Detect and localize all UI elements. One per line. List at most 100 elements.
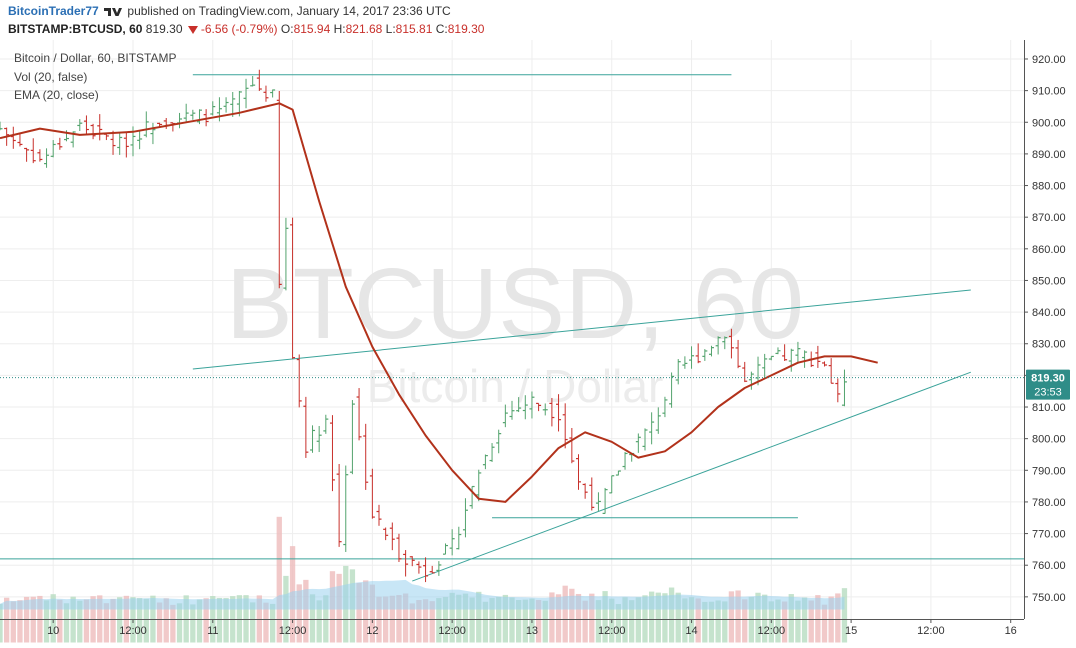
volume-bar — [835, 593, 841, 643]
time-axis[interactable]: 10 12:00 11 12:00 12 12:00 13 12:00 14 12:00 15 12:… — [0, 619, 1024, 637]
volume-bar — [808, 600, 814, 643]
volume-bar — [668, 587, 675, 643]
volume-bar — [722, 601, 728, 643]
price-axis-label: 780.00 — [1032, 497, 1066, 509]
volume-bar — [77, 600, 83, 643]
volume-bar — [841, 588, 848, 643]
high-value: 821.68 — [345, 22, 383, 36]
publish-info: BitcoinTrader77 published on TradingView… — [8, 4, 451, 18]
volume-bar — [196, 599, 203, 643]
chart-header: BitcoinTrader77 published on TradingView… — [0, 0, 1076, 40]
volume-bar — [762, 594, 768, 643]
volume-bar — [309, 594, 316, 643]
volume-bar — [243, 595, 249, 643]
price-axis-label: 920.00 — [1032, 54, 1066, 66]
volume-bar — [263, 602, 269, 643]
volume-bar — [682, 598, 688, 643]
low-value: 815.81 — [395, 22, 433, 36]
volume-bar — [256, 595, 262, 643]
volume-bar — [675, 592, 681, 643]
price-change: -6.56 (-0.79%) — [200, 22, 278, 36]
volume-bar — [190, 604, 196, 643]
volume-bar — [449, 592, 455, 643]
volume-bar — [323, 595, 329, 643]
volume-bar — [781, 601, 788, 643]
high-label: H: — [333, 22, 346, 36]
price-axis-label: 750.00 — [1032, 592, 1066, 604]
volume-bar — [110, 598, 116, 643]
time-axis-label: 13 — [526, 625, 538, 637]
price-tag-box — [1026, 369, 1070, 400]
volume-bar — [409, 603, 415, 643]
volume-bar — [702, 601, 708, 643]
watermark-description: Bitcoin / Dollar — [367, 360, 664, 412]
price-tag-countdown: 23:53 — [1034, 387, 1062, 399]
volume-bar — [396, 595, 402, 643]
volume-bar — [462, 593, 469, 643]
price-axis-label: 770.00 — [1032, 529, 1066, 541]
volume-bar — [143, 598, 149, 643]
volume-bar — [476, 591, 482, 643]
volume-bar — [236, 595, 243, 643]
volume-bar — [223, 598, 229, 643]
volume-bar — [250, 602, 256, 643]
close-value: 819.30 — [447, 22, 485, 36]
volume-bar — [170, 604, 176, 643]
time-axis-label: 12:00 — [279, 625, 307, 637]
price-tag: 819.30 23:53 — [1026, 369, 1070, 400]
price-axis-label: 790.00 — [1032, 465, 1066, 477]
volume-bar — [3, 597, 10, 643]
time-axis-label: 12:00 — [438, 625, 466, 637]
trendline — [412, 371, 971, 582]
volume-bar — [549, 592, 555, 643]
legend-volume: Vol (20, false) — [14, 70, 87, 84]
legend-ema: EMA (20, close) — [14, 88, 99, 102]
trendlines — [0, 74, 1024, 582]
price-axis-label: 830.00 — [1032, 339, 1066, 351]
volume-bar — [815, 595, 821, 643]
symbol-name: BITSTAMP:BTCUSD, 60 — [8, 22, 143, 36]
price-axis-label: 840.00 — [1032, 307, 1066, 319]
volume-ma-area — [0, 579, 845, 610]
volume-bar — [695, 598, 701, 643]
volume-bar — [276, 516, 282, 643]
volume-bar — [575, 593, 582, 643]
price-axis[interactable]: 750.00 760.00 770.00 780.00 790.00 800.00 810.… — [1024, 40, 1076, 643]
author-link[interactable]: BitcoinTrader77 — [8, 4, 99, 18]
volume-bar — [795, 600, 801, 643]
volume-bar — [735, 590, 741, 643]
price-axis-label: 910.00 — [1032, 86, 1066, 98]
volume-bar — [17, 600, 23, 643]
volume-bar — [469, 597, 475, 643]
time-axis-label: 12:00 — [598, 625, 626, 637]
volume-bar — [422, 599, 429, 643]
volume-bar — [83, 599, 90, 643]
volume-bar — [522, 599, 528, 643]
open-value: 815.94 — [293, 22, 331, 36]
time-axis-label: 15 — [845, 625, 857, 637]
price-chart[interactable]: BTCUSD, 60 Bitcoin / Dollar 750.00 760.00… — [0, 40, 1076, 643]
volume-bar — [562, 585, 568, 643]
time-axis-label: 12:00 — [119, 625, 147, 637]
volume-bar — [43, 600, 50, 643]
volume-bar — [642, 595, 648, 643]
volume-bar — [356, 582, 362, 643]
chart-legend: Bitcoin / Dollar, 60, BITSTAMP Vol (20, … — [14, 51, 177, 102]
volume-bar — [63, 603, 70, 643]
volume-bar — [648, 591, 655, 643]
volume-bar — [535, 599, 542, 643]
volume-bar — [303, 579, 309, 643]
chart-frame[interactable]: BTCUSD, 60 Bitcoin / Dollar 750.00 760.00… — [0, 40, 1076, 643]
volume-bar — [136, 598, 143, 643]
down-arrow-icon — [187, 25, 198, 34]
volume-bar — [788, 594, 794, 643]
volume-bar — [456, 594, 462, 643]
volume-bar — [156, 602, 163, 643]
volume-bar — [0, 603, 3, 643]
volume-bar — [269, 603, 276, 643]
price-axis-label: 880.00 — [1032, 181, 1066, 193]
volume-bar — [509, 597, 515, 643]
volume-bar — [489, 598, 495, 643]
time-axis-label: 11 — [207, 625, 218, 637]
time-axis-label: 12:00 — [917, 625, 945, 637]
